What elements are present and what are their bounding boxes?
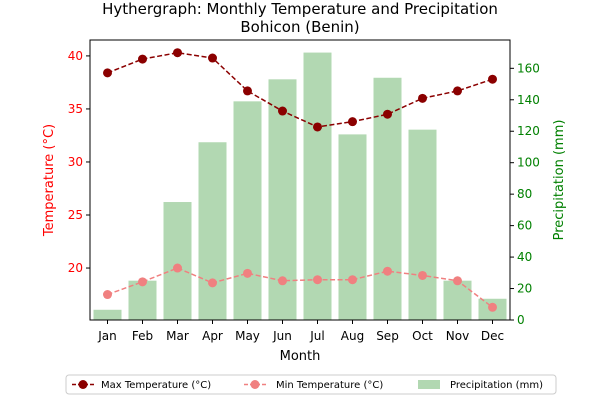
min-temp-point-dec — [488, 302, 497, 312]
max-temp-point-feb — [138, 54, 147, 64]
y-left-tick-label-30: 30 — [68, 155, 83, 169]
legend-precip-label: Precipitation (mm) — [450, 380, 543, 391]
precip-bar-apr — [198, 142, 227, 320]
x-tick-label-mar: Mar — [166, 329, 189, 343]
y-right-tick-label-80: 80 — [517, 187, 532, 201]
min-temp-point-oct — [418, 270, 427, 280]
y-right-tick-label-20: 20 — [517, 282, 532, 296]
y-right-tick-label-60: 60 — [517, 219, 532, 233]
y-right-tick-label-160: 160 — [517, 61, 540, 75]
min-temp-point-mar — [173, 263, 182, 273]
y-axis-left-label: Temperature (°C) — [42, 124, 57, 237]
x-tick-label-dec: Dec — [481, 329, 504, 343]
y-left-tick-label-40: 40 — [68, 49, 83, 63]
y-left-tick-label-25: 25 — [68, 208, 83, 222]
legend-box — [65, 374, 557, 395]
precip-bar-jan — [93, 309, 122, 320]
y-left-tick-label-35: 35 — [68, 102, 83, 116]
precip-bar-feb — [128, 280, 157, 320]
min-temp-point-nov — [453, 276, 462, 286]
x-tick-label-sep: Sep — [376, 329, 399, 343]
min-temp-point-may — [243, 268, 252, 278]
legend-max-marker — [78, 380, 88, 389]
y-right-tick-label-100: 100 — [517, 156, 540, 170]
x-tick-label-apr: Apr — [202, 329, 223, 343]
y-right-tick-label-0: 0 — [517, 313, 525, 327]
max-temp-point-sep — [383, 109, 392, 119]
legend-min-label: Min Temperature (°C) — [276, 380, 383, 391]
x-tick-label-oct: Oct — [412, 329, 433, 343]
legend-min-marker — [250, 380, 260, 389]
min-temp-point-jan — [103, 290, 112, 300]
max-temp-point-jul — [313, 122, 322, 132]
x-tick-label-nov: Nov — [446, 329, 469, 343]
min-temp-line — [107, 267, 493, 308]
y-left-tick-label-20: 20 — [68, 261, 83, 275]
x-tick-label-jan: Jan — [97, 329, 117, 343]
plot-frame — [89, 39, 511, 321]
y-right-tick-label-120: 120 — [517, 124, 540, 138]
precip-bar-nov — [443, 280, 472, 320]
y-right-tick-label-40: 40 — [517, 250, 532, 264]
max-temp-point-nov — [453, 86, 462, 96]
precip-bar-may — [233, 101, 262, 320]
min-temp-point-aug — [348, 275, 357, 285]
max-temp-point-jan — [103, 68, 112, 78]
chart-title: Hythergraph: Monthly Temperature and Pre… — [102, 0, 498, 18]
min-temp-point-jun — [278, 276, 287, 286]
min-temp-point-sep — [383, 266, 392, 276]
max-temp-point-oct — [418, 93, 427, 103]
x-tick-label-feb: Feb — [132, 329, 153, 343]
max-temp-point-mar — [173, 48, 182, 58]
x-tick-label-jun: Jun — [272, 329, 292, 343]
y-right-tick-label-140: 140 — [517, 93, 540, 107]
temperature-lines — [103, 48, 497, 312]
precip-bar-mar — [163, 202, 192, 320]
legend-precip-swatch — [418, 380, 440, 389]
precip-bar-oct — [408, 129, 437, 320]
chart-subtitle: Bohicon (Benin) — [240, 18, 359, 36]
precip-bar-aug — [338, 134, 367, 320]
y-axis-right-label: Precipitation (mm) — [552, 120, 567, 241]
axes: Jan Feb Mar Apr May Jun Jul Aug Sep Oct Nov Dec 20 25… — [68, 49, 540, 343]
x-tick-label-jul: Jul — [309, 329, 324, 343]
min-temp-point-apr — [208, 278, 217, 288]
x-tick-label-aug: Aug — [341, 329, 364, 343]
max-temp-line — [107, 51, 493, 128]
max-temp-point-apr — [208, 53, 217, 63]
legend: Max Temperature (°C) Min Temperature (°C… — [65, 374, 557, 395]
min-temp-point-feb — [138, 277, 147, 287]
max-temp-point-may — [243, 86, 252, 96]
max-temp-point-dec — [488, 74, 497, 84]
max-temp-point-aug — [348, 117, 357, 127]
precipitation-bars — [93, 52, 507, 321]
min-temp-point-jul — [313, 275, 322, 285]
max-temp-point-jun — [278, 106, 287, 116]
legend-max-label: Max Temperature (°C) — [101, 380, 211, 391]
x-tick-label-may: May — [235, 329, 260, 343]
x-axis-label: Month — [280, 349, 321, 364]
